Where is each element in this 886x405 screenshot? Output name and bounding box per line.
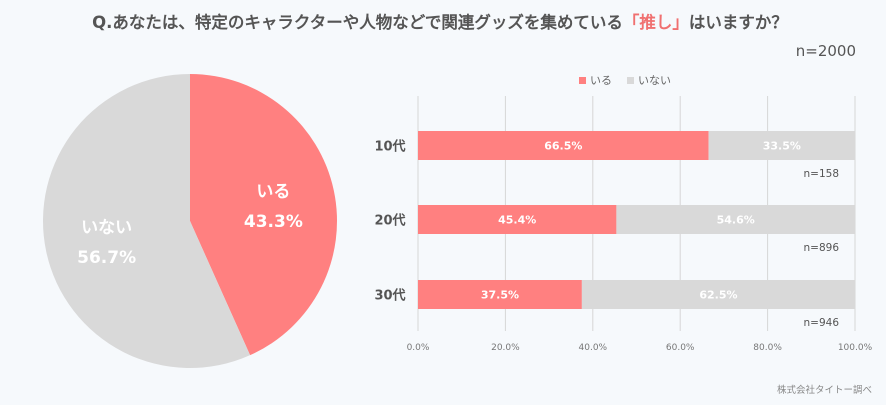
bar-segment-no — [616, 205, 855, 234]
pie-chart: いる 43.3% いない 56.7% — [42, 74, 337, 368]
bar-value-label: 62.5% — [699, 289, 737, 302]
bar-value-label: 45.4% — [498, 214, 536, 227]
row-sample-size: n=946 — [804, 317, 840, 329]
x-tick-label: 100.0% — [838, 343, 873, 353]
x-tick-label: 20.0% — [491, 343, 520, 353]
legend-label-yes: いる — [590, 74, 612, 87]
category-label: 20代 — [374, 213, 405, 229]
bar-value-label: 66.5% — [544, 140, 582, 153]
source-credit: 株式会社タイトー調べ — [777, 384, 872, 396]
bar-segment-no — [581, 280, 855, 309]
row-sample-size: n=158 — [804, 168, 840, 180]
x-tick-label: 80.0% — [753, 343, 782, 353]
pie-slice-label: いない — [81, 218, 132, 238]
legend-label-no: いない — [638, 74, 671, 87]
bar-chart: 10代 66.5% 33.5% n=158 20代 45.4% 54.6% n=896 30代 3… — [374, 131, 855, 329]
legend-swatch-yes — [579, 77, 586, 84]
category-label: 30代 — [374, 288, 405, 304]
pie-slice-label: いる — [256, 182, 290, 202]
pie-slice-yes — [190, 74, 337, 356]
pie-slice-no — [42, 74, 251, 368]
total-sample-size: n=2000 — [796, 42, 856, 60]
x-tick-label: 60.0% — [666, 343, 695, 353]
row-sample-size: n=896 — [804, 242, 840, 254]
category-label: 10代 — [374, 139, 405, 155]
pie-slice-value: 56.7% — [77, 248, 136, 268]
x-tick-label: 40.0% — [579, 343, 608, 353]
chart-title: Q.あなたは、特定のキャラクターや人物などで関連グッズを集めている「推し」はいま… — [92, 12, 788, 32]
pie-slice-value: 43.3% — [244, 212, 303, 232]
bar-segment-yes — [418, 131, 709, 160]
legend-swatch-no — [627, 77, 634, 84]
bar-segment-no — [708, 131, 855, 160]
bar-value-label: 37.5% — [481, 289, 519, 302]
bar-segment-yes — [418, 205, 617, 234]
bar-segment-yes — [418, 280, 582, 309]
x-tick-label: 0.0% — [407, 343, 430, 353]
bar-value-label: 33.5% — [763, 140, 801, 153]
bar-legend: いる いない — [579, 74, 671, 87]
bar-value-label: 54.6% — [717, 214, 755, 227]
